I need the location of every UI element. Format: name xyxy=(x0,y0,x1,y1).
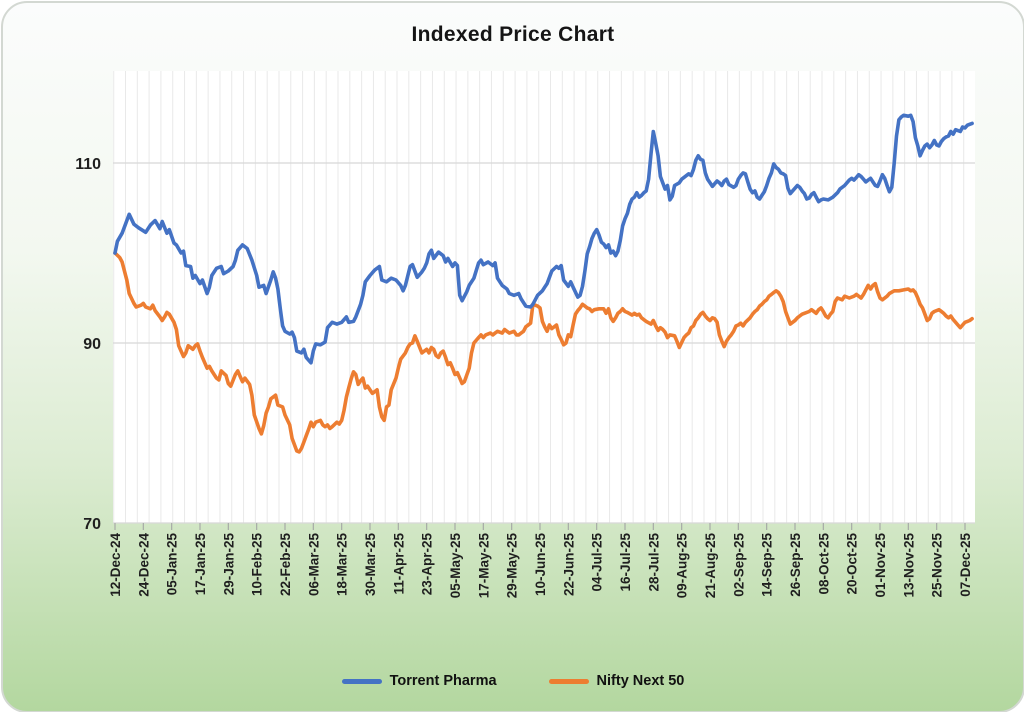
y-axis-tick-label: 70 xyxy=(83,516,101,533)
y-axis-tick-label: 90 xyxy=(83,336,101,353)
x-axis-tick-label: 13-Nov-25 xyxy=(901,533,916,598)
series-line-torrent-pharma xyxy=(113,113,974,365)
x-axis-tick-label: 05-Jan-25 xyxy=(165,533,180,596)
x-axis-tick-label: 24-Dec-24 xyxy=(136,533,151,597)
nifty-next-50-line-swatch-icon xyxy=(548,678,589,684)
x-axis-tick-label: 28-Jul-25 xyxy=(646,533,661,592)
price-chart: 70 90 110 12-Dec-24 24-Dec-24 05-Jan-25 17-Jan… xyxy=(75,71,975,599)
x-axis-tick-label: 26-Sep-25 xyxy=(788,533,803,597)
x-axis-tick-label: 12-Dec-24 xyxy=(108,533,123,597)
x-axis-tick-label: 17-Jan-25 xyxy=(193,533,208,596)
x-axis-tick-label: 23-Apr-25 xyxy=(420,533,435,596)
x-axis-tick-label: 09-Aug-25 xyxy=(675,533,690,599)
x-axis-tick-label: 01-Nov-25 xyxy=(873,533,888,598)
x-axis-tick-label: 11-Apr-25 xyxy=(391,533,406,595)
x-axis-tick-label: 02-Sep-25 xyxy=(731,533,746,597)
plot-area xyxy=(113,71,975,523)
y-axis-tick-label: 110 xyxy=(75,156,101,173)
x-axis-tick-label: 22-Feb-25 xyxy=(278,533,293,597)
chart-legend: Torrent Pharma Nifty Next 50 xyxy=(3,673,1023,689)
x-axis-tick-label: 10-Feb-25 xyxy=(250,533,265,597)
x-axis-tick-label: 20-Oct-25 xyxy=(845,533,860,595)
x-axis-tick-label: 07-Dec-25 xyxy=(958,533,973,597)
x-axis-tick-label: 16-Jul-25 xyxy=(618,533,633,592)
series-line-nifty-next-50 xyxy=(113,251,974,454)
x-axis-tick-label: 18-Mar-25 xyxy=(335,533,350,597)
chart-title: Indexed Price Chart xyxy=(411,23,615,46)
x-axis-tick-label: 29-May-25 xyxy=(505,533,520,599)
x-axis-tick-label: 17-May-25 xyxy=(476,533,491,599)
torrent-pharma-line-swatch-icon xyxy=(341,678,382,684)
x-axis-tick-label: 14-Sep-25 xyxy=(760,533,775,597)
x-axis-tick-label: 30-Mar-25 xyxy=(363,533,378,597)
x-axis-tick-label: 08-Oct-25 xyxy=(816,533,831,595)
x-axis-tick-label: 25-Nov-25 xyxy=(930,533,945,598)
x-axis-tick-label: 21-Aug-25 xyxy=(703,533,718,599)
legend-label-nifty-next-50: Nifty Next 50 xyxy=(596,673,685,689)
x-axis-tick-label: 29-Jan-25 xyxy=(221,533,236,596)
legend-label-torrent-pharma: Torrent Pharma xyxy=(389,673,497,689)
x-axis-tick-label: 06-Mar-25 xyxy=(306,533,321,597)
legend-item-nifty-next-50: Nifty Next 50 xyxy=(548,673,685,689)
legend-item-torrent-pharma: Torrent Pharma xyxy=(341,673,497,689)
x-axis-tick-label: 22-Jun-25 xyxy=(561,533,576,597)
x-axis-tick-label: 04-Jul-25 xyxy=(590,533,605,592)
x-axis-tick-label: 10-Jun-25 xyxy=(533,533,548,597)
x-axis-tick-label: 05-May-25 xyxy=(448,533,463,599)
